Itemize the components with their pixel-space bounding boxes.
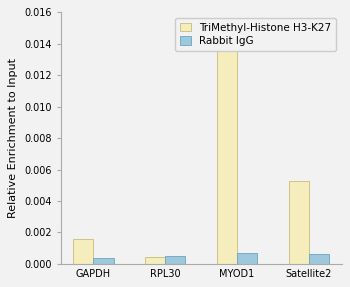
Bar bbox=[73, 239, 93, 264]
Bar bbox=[237, 253, 257, 264]
Bar bbox=[217, 45, 237, 264]
Bar bbox=[289, 181, 309, 264]
Y-axis label: Relative Enrichment to Input: Relative Enrichment to Input bbox=[8, 58, 18, 218]
Bar bbox=[145, 257, 165, 264]
Bar bbox=[165, 256, 185, 264]
Legend: TriMethyl-Histone H3-K27, Rabbit IgG: TriMethyl-Histone H3-K27, Rabbit IgG bbox=[175, 18, 336, 51]
Bar bbox=[309, 254, 329, 264]
Bar bbox=[93, 257, 113, 264]
